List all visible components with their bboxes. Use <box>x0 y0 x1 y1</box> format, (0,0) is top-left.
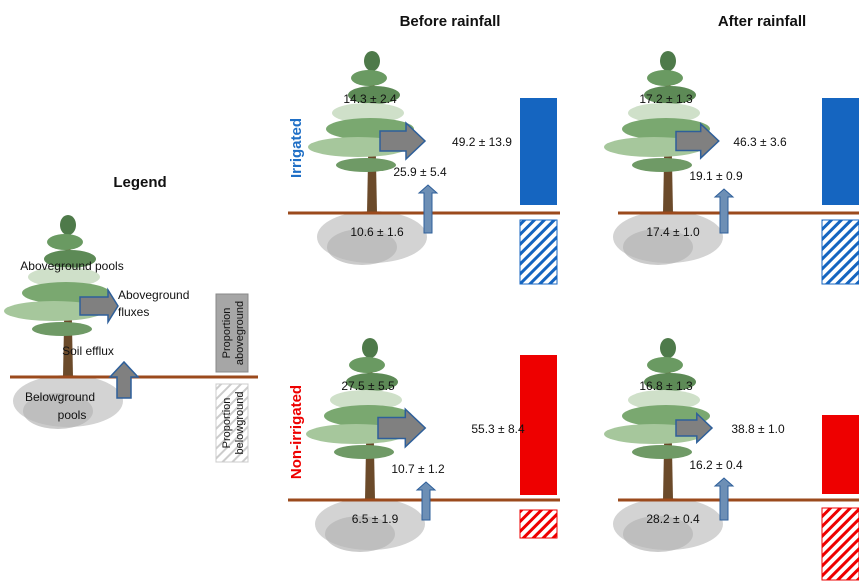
aboveground-pool-label: 17.2 ± 1.3 <box>639 92 693 106</box>
soil-efflux-label: 10.7 ± 1.2 <box>391 462 445 476</box>
legend: Legend Aboveground pools Aboveground flu… <box>4 174 258 462</box>
proportion-aboveground-bar <box>822 415 859 494</box>
aboveground-flux-label: 38.8 ± 1.0 <box>731 422 785 436</box>
legend-label: fluxes <box>118 305 149 319</box>
page: Before rainfall After rainfall Irrigated… <box>0 0 859 585</box>
soil-efflux-label: 19.1 ± 0.9 <box>689 169 743 183</box>
legend-label: Proportion <box>221 308 233 359</box>
aboveground-pool-label: 16.8 ± 1.3 <box>639 379 693 393</box>
belowground-pool-label: 28.2 ± 0.4 <box>646 512 700 526</box>
proportion-belowground-bar <box>822 220 859 284</box>
proportion-belowground-bar <box>520 510 557 538</box>
legend-label: belowground <box>234 392 246 455</box>
legend-label: pools <box>58 408 87 422</box>
belowground-pool-label: 17.4 ± 1.0 <box>646 225 700 239</box>
aboveground-flux-label: 46.3 ± 3.6 <box>733 135 787 149</box>
proportion-aboveground-bar <box>520 355 557 495</box>
aboveground-pool-label: 27.5 ± 5.5 <box>341 379 395 393</box>
column-header: Before rainfall <box>400 13 501 30</box>
proportion-belowground-bar <box>520 220 557 284</box>
aboveground-flux-label: 55.3 ± 8.4 <box>471 422 525 436</box>
aboveground-pool-label: 14.3 ± 2.4 <box>343 92 397 106</box>
proportion-belowground-bar <box>822 508 859 580</box>
soil-efflux-label: 25.9 ± 5.4 <box>393 165 447 179</box>
aboveground-flux-label: 49.2 ± 13.9 <box>452 135 512 149</box>
legend-label: Proportion <box>221 398 233 449</box>
proportion-aboveground-bar <box>520 98 557 205</box>
proportion-aboveground-bar <box>822 98 859 205</box>
belowground-pool-label: 6.5 ± 1.9 <box>352 512 399 526</box>
legend-label: Aboveground pools <box>20 259 123 273</box>
column-header: After rainfall <box>718 13 806 30</box>
soil-efflux-label: 16.2 ± 0.4 <box>689 458 743 472</box>
row-header: Irrigated <box>288 118 305 178</box>
belowground-pool-label: 10.6 ± 1.6 <box>350 225 404 239</box>
efflux-arrow <box>419 185 437 233</box>
legend-label: Belowground <box>25 390 95 404</box>
legend-title: Legend <box>113 174 166 191</box>
row-header: Non-irrigated <box>288 385 305 479</box>
figure: Before rainfall After rainfall Irrigated… <box>0 0 859 585</box>
legend-label: Soil efflux <box>62 344 114 358</box>
legend-label: Aboveground <box>118 288 189 302</box>
legend-label: aboveground <box>234 301 246 365</box>
